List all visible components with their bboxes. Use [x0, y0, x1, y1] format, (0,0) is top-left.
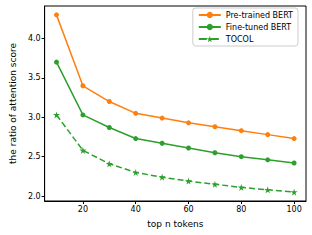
svg-text:4.0: 4.0	[28, 34, 41, 43]
svg-text:3.5: 3.5	[28, 73, 41, 82]
svg-text:3.0: 3.0	[28, 113, 41, 122]
svg-text:2.5: 2.5	[28, 152, 41, 161]
svg-text:100: 100	[286, 205, 301, 214]
svg-text:Fine-tuned BERT: Fine-tuned BERT	[226, 23, 291, 32]
svg-text:the ratio of attention score: the ratio of attention score	[8, 43, 18, 164]
svg-text:80: 80	[236, 205, 246, 214]
svg-text:20: 20	[78, 205, 88, 214]
svg-text:2.0: 2.0	[28, 192, 41, 201]
svg-text:Pre-trained BERT: Pre-trained BERT	[226, 11, 293, 20]
svg-text:60: 60	[183, 205, 193, 214]
svg-text:top n tokens: top n tokens	[147, 219, 203, 229]
svg-text:40: 40	[131, 205, 141, 214]
svg-text:TOCOL: TOCOL	[225, 35, 254, 44]
